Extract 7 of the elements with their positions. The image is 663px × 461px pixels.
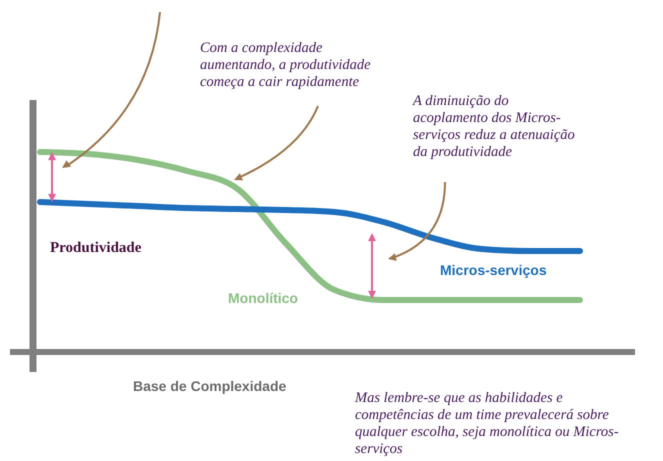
annotation: A diminuição do acoplamento dos Micros- serviços reduz a atenuaição da produtividade xyxy=(412,93,575,160)
text: Com a complexidade aumentando, a produtividade começa a cair rapidamente xyxy=(200,40,372,90)
text: Mas lembre-se que as habilidades e competências de um time prevalecerá sobre qualquer escolha, seja monolítica ou Micros- serviços xyxy=(354,390,619,457)
series-label: Micros-serviços xyxy=(440,262,547,278)
series-label: Monolítico xyxy=(228,290,298,306)
y-axis-title: Produtividade xyxy=(50,240,142,256)
x-axis-title: Base de Complexidade xyxy=(133,378,286,394)
